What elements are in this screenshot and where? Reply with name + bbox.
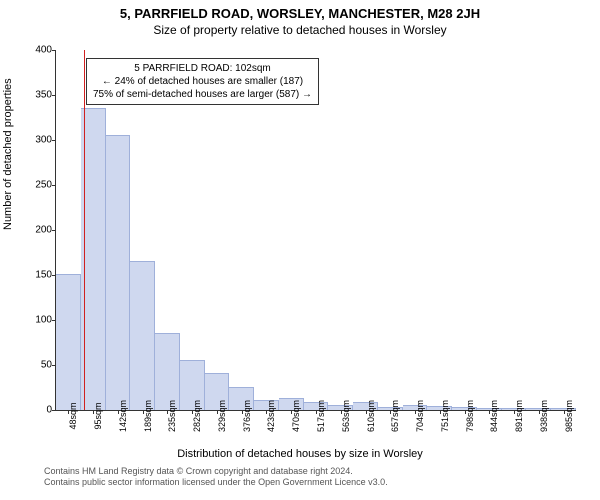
- annotation-line3: 75% of semi-detached houses are larger (…: [93, 88, 312, 101]
- xtick-label: 657sqm: [390, 400, 400, 432]
- xtick-mark: [465, 410, 466, 414]
- xtick-label: 48sqm: [68, 402, 78, 429]
- xtick-label: 938sqm: [539, 400, 549, 432]
- property-marker-line: [84, 50, 85, 410]
- annotation-line2: ← 24% of detached houses are smaller (18…: [93, 75, 312, 88]
- xtick-mark: [341, 410, 342, 414]
- xtick-label: 423sqm: [266, 400, 276, 432]
- xtick-label: 282sqm: [192, 400, 202, 432]
- ytick-label: 150: [26, 270, 52, 281]
- xtick-label: 751sqm: [440, 400, 450, 432]
- xtick-label: 329sqm: [217, 400, 227, 432]
- ytick-label: 300: [26, 135, 52, 146]
- title-sub: Size of property relative to detached ho…: [0, 21, 600, 37]
- xtick-mark: [217, 410, 218, 414]
- xtick-label: 189sqm: [143, 400, 153, 432]
- ytick-mark: [52, 185, 56, 186]
- xtick-mark: [266, 410, 267, 414]
- attribution-line2: Contains public sector information licen…: [44, 477, 388, 488]
- xtick-label: 470sqm: [291, 400, 301, 432]
- xtick-mark: [539, 410, 540, 414]
- title-main: 5, PARRFIELD ROAD, WORSLEY, MANCHESTER, …: [0, 0, 600, 21]
- xtick-mark: [316, 410, 317, 414]
- ytick-label: 50: [26, 360, 52, 371]
- xtick-mark: [242, 410, 243, 414]
- xtick-label: 985sqm: [564, 400, 574, 432]
- histogram-bar: [106, 135, 131, 411]
- xtick-label: 891sqm: [514, 400, 524, 432]
- ytick-label: 0: [26, 405, 52, 416]
- xtick-label: 563sqm: [341, 400, 351, 432]
- chart-plot-area: 5 PARRFIELD ROAD: 102sqm ← 24% of detach…: [55, 50, 576, 411]
- xtick-label: 844sqm: [489, 400, 499, 432]
- xtick-mark: [118, 410, 119, 414]
- chart-container: 5, PARRFIELD ROAD, WORSLEY, MANCHESTER, …: [0, 0, 600, 500]
- ytick-label: 200: [26, 225, 52, 236]
- x-axis-label: Distribution of detached houses by size …: [0, 448, 600, 460]
- xtick-mark: [192, 410, 193, 414]
- xtick-mark: [366, 410, 367, 414]
- xtick-label: 376sqm: [242, 400, 252, 432]
- histogram-bar: [130, 261, 155, 411]
- attribution: Contains HM Land Registry data © Crown c…: [44, 466, 388, 489]
- annotation-line1: 5 PARRFIELD ROAD: 102sqm: [93, 62, 312, 75]
- ytick-label: 350: [26, 90, 52, 101]
- xtick-mark: [440, 410, 441, 414]
- ytick-mark: [52, 410, 56, 411]
- xtick-label: 704sqm: [415, 400, 425, 432]
- ytick-label: 250: [26, 180, 52, 191]
- ytick-mark: [52, 95, 56, 96]
- ytick-label: 100: [26, 315, 52, 326]
- xtick-mark: [143, 410, 144, 414]
- y-axis-label: Number of detached properties: [2, 78, 14, 230]
- xtick-mark: [390, 410, 391, 414]
- xtick-mark: [93, 410, 94, 414]
- ytick-mark: [52, 230, 56, 231]
- attribution-line1: Contains HM Land Registry data © Crown c…: [44, 466, 388, 477]
- xtick-mark: [564, 410, 565, 414]
- ytick-mark: [52, 50, 56, 51]
- xtick-mark: [167, 410, 168, 414]
- xtick-mark: [68, 410, 69, 414]
- xtick-label: 517sqm: [316, 400, 326, 432]
- xtick-label: 235sqm: [167, 400, 177, 432]
- xtick-mark: [291, 410, 292, 414]
- xtick-label: 142sqm: [118, 400, 128, 432]
- xtick-mark: [489, 410, 490, 414]
- ytick-mark: [52, 140, 56, 141]
- xtick-mark: [514, 410, 515, 414]
- xtick-label: 798sqm: [465, 400, 475, 432]
- xtick-label: 610sqm: [366, 400, 376, 432]
- ytick-label: 400: [26, 45, 52, 56]
- xtick-mark: [415, 410, 416, 414]
- histogram-bar: [155, 333, 180, 411]
- xtick-label: 95sqm: [93, 402, 103, 429]
- histogram-bar: [56, 274, 81, 410]
- annotation-box: 5 PARRFIELD ROAD: 102sqm ← 24% of detach…: [86, 58, 319, 105]
